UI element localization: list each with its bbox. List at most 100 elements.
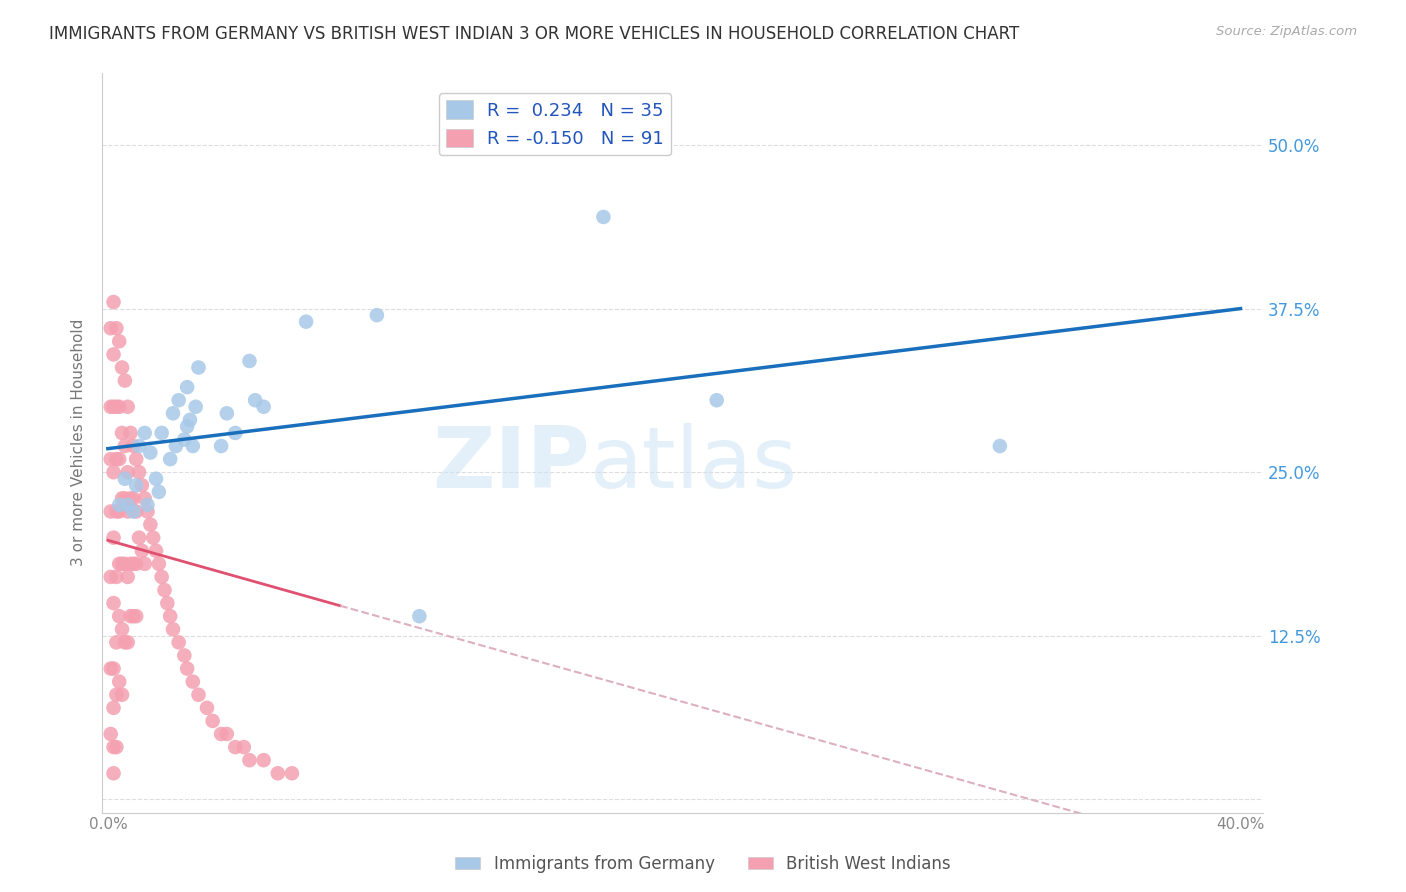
Point — [103, 400, 125, 414]
Point — [100, 321, 122, 335]
Point — [108, 609, 131, 624]
Point — [159, 609, 181, 624]
Point — [150, 425, 173, 440]
Point — [173, 648, 195, 663]
Point — [176, 419, 198, 434]
Point — [706, 393, 728, 408]
Point — [100, 570, 122, 584]
Point — [131, 478, 153, 492]
Point — [232, 740, 254, 755]
Point — [120, 557, 142, 571]
Point — [103, 661, 125, 675]
Point — [122, 491, 145, 506]
Point — [145, 472, 167, 486]
Point — [162, 622, 184, 636]
Point — [114, 439, 136, 453]
Point — [128, 531, 150, 545]
Point — [187, 688, 209, 702]
Point — [105, 400, 128, 414]
Legend: R =  0.234   N = 35, R = -0.150   N = 91: R = 0.234 N = 35, R = -0.150 N = 91 — [439, 93, 671, 155]
Point — [153, 582, 176, 597]
Point — [592, 210, 614, 224]
Point — [111, 557, 134, 571]
Point — [201, 714, 224, 728]
Point — [295, 315, 318, 329]
Text: Source: ZipAtlas.com: Source: ZipAtlas.com — [1216, 25, 1357, 38]
Point — [125, 504, 148, 518]
Point — [136, 498, 159, 512]
Point — [111, 360, 134, 375]
Point — [122, 504, 145, 518]
Point — [103, 347, 125, 361]
Point — [125, 478, 148, 492]
Point — [108, 498, 131, 512]
Point — [100, 400, 122, 414]
Point — [134, 557, 156, 571]
Point — [105, 504, 128, 518]
Point — [136, 504, 159, 518]
Point — [103, 465, 125, 479]
Point — [105, 688, 128, 702]
Point — [181, 674, 204, 689]
Point — [181, 439, 204, 453]
Point — [125, 557, 148, 571]
Point — [117, 465, 139, 479]
Point — [103, 740, 125, 755]
Point — [117, 570, 139, 584]
Point — [148, 557, 170, 571]
Point — [117, 504, 139, 518]
Point — [108, 674, 131, 689]
Point — [184, 400, 207, 414]
Point — [209, 727, 232, 741]
Point — [252, 753, 274, 767]
Point — [114, 557, 136, 571]
Point — [224, 740, 246, 755]
Point — [139, 517, 162, 532]
Point — [122, 557, 145, 571]
Point — [108, 504, 131, 518]
Point — [114, 472, 136, 486]
Point — [117, 635, 139, 649]
Point — [103, 531, 125, 545]
Point — [100, 452, 122, 467]
Point — [165, 439, 187, 453]
Point — [167, 635, 190, 649]
Point — [128, 465, 150, 479]
Point — [128, 439, 150, 453]
Point — [408, 609, 430, 624]
Point — [117, 400, 139, 414]
Point — [122, 609, 145, 624]
Point — [111, 425, 134, 440]
Point — [159, 452, 181, 467]
Point — [238, 753, 260, 767]
Text: atlas: atlas — [591, 424, 797, 507]
Point — [176, 661, 198, 675]
Point — [125, 452, 148, 467]
Point — [117, 498, 139, 512]
Point — [108, 400, 131, 414]
Text: IMMIGRANTS FROM GERMANY VS BRITISH WEST INDIAN 3 OR MORE VEHICLES IN HOUSEHOLD C: IMMIGRANTS FROM GERMANY VS BRITISH WEST … — [49, 25, 1019, 43]
Point — [122, 439, 145, 453]
Point — [238, 354, 260, 368]
Point — [103, 701, 125, 715]
Point — [187, 360, 209, 375]
Point — [120, 491, 142, 506]
Point — [156, 596, 179, 610]
Point — [243, 393, 266, 408]
Point — [103, 766, 125, 780]
Point — [103, 596, 125, 610]
Point — [988, 439, 1011, 453]
Point — [103, 295, 125, 310]
Point — [105, 452, 128, 467]
Point — [148, 484, 170, 499]
Point — [209, 439, 232, 453]
Text: ZIP: ZIP — [432, 424, 591, 507]
Point — [100, 661, 122, 675]
Point — [120, 425, 142, 440]
Point — [179, 413, 201, 427]
Point — [215, 406, 238, 420]
Y-axis label: 3 or more Vehicles in Household: 3 or more Vehicles in Household — [72, 319, 86, 566]
Point — [150, 570, 173, 584]
Point — [100, 727, 122, 741]
Point — [114, 491, 136, 506]
